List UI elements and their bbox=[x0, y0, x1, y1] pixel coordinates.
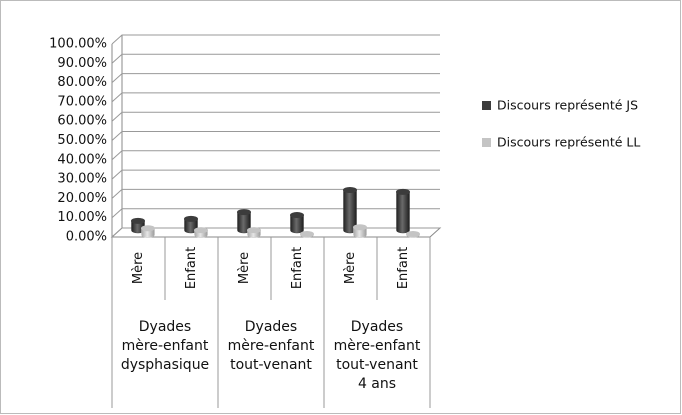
x-tick-label: Mère bbox=[343, 252, 358, 284]
cylinder bbox=[237, 209, 251, 234]
grid-line bbox=[111, 169, 440, 180]
group-label: Dyades bbox=[351, 319, 403, 335]
grid-line bbox=[111, 73, 440, 83]
cylinder bbox=[406, 231, 420, 238]
y-tick-label: 100.00% bbox=[49, 37, 107, 52]
group-label: tout-venant bbox=[336, 357, 418, 373]
grid-line bbox=[111, 111, 440, 122]
x-tick-label: Enfant bbox=[290, 247, 305, 289]
grid-line bbox=[111, 34, 440, 45]
y-tick-label: 60.00% bbox=[57, 114, 107, 129]
grid-line bbox=[111, 208, 440, 219]
group-label: dysphasique bbox=[121, 357, 209, 373]
cylinder bbox=[290, 212, 304, 234]
cylinder bbox=[141, 225, 155, 238]
grid-line bbox=[111, 53, 440, 64]
y-tick-label: 90.00% bbox=[57, 56, 107, 71]
group-label: mère-enfant bbox=[228, 338, 315, 354]
y-tick-label: 40.00% bbox=[57, 152, 107, 167]
y-tick-label: 20.00% bbox=[57, 191, 107, 206]
group-label: mère-enfant bbox=[334, 338, 421, 354]
y-tick-label: 30.00% bbox=[57, 172, 107, 187]
cylinder-top bbox=[290, 212, 304, 219]
y-tick-label: 70.00% bbox=[57, 94, 107, 109]
cylinder bbox=[396, 188, 410, 234]
cylinder bbox=[300, 231, 314, 238]
cylinder-body bbox=[290, 214, 304, 234]
y-tick-label: 0.00% bbox=[66, 230, 107, 245]
cylinder-body bbox=[396, 191, 410, 234]
group-label: Dyades bbox=[139, 319, 191, 335]
x-tick-label: Mère bbox=[131, 252, 146, 284]
cylinder-top bbox=[353, 224, 367, 231]
cylinder-top bbox=[406, 231, 420, 238]
cylinder bbox=[194, 227, 208, 238]
cylinder bbox=[247, 227, 261, 238]
grid-line bbox=[111, 150, 440, 161]
cylinder-top bbox=[396, 188, 410, 195]
cylinder bbox=[353, 224, 367, 238]
x-tick-label: Mère bbox=[237, 252, 252, 284]
grid-line bbox=[111, 131, 440, 141]
cylinder-top bbox=[247, 227, 261, 234]
cylinder-top bbox=[184, 215, 198, 222]
grid-line bbox=[111, 227, 440, 238]
legend-swatch bbox=[482, 101, 491, 110]
cylinder-top bbox=[194, 227, 208, 234]
x-tick-label: Enfant bbox=[396, 247, 411, 289]
cylinder-top bbox=[131, 217, 145, 224]
cylinder-top bbox=[237, 209, 251, 216]
cylinder-top bbox=[300, 231, 314, 238]
group-label: tout-venant bbox=[230, 357, 312, 373]
y-tick-label: 10.00% bbox=[57, 210, 107, 225]
legend-label: Discours représenté JS bbox=[497, 98, 638, 113]
cylinder bbox=[343, 186, 357, 234]
y-tick-label: 80.00% bbox=[57, 75, 107, 90]
legend-swatch bbox=[482, 138, 491, 147]
y-tick-label: 50.00% bbox=[57, 133, 107, 148]
cylinder-top bbox=[141, 225, 155, 232]
group-label: mère-enfant bbox=[122, 338, 209, 354]
group-label: 4 ans bbox=[358, 376, 396, 392]
grid-line bbox=[111, 188, 440, 199]
x-tick-label: Enfant bbox=[184, 247, 199, 289]
grid-line bbox=[111, 92, 440, 103]
cylinder-top bbox=[343, 186, 357, 193]
legend-label: Discours représenté LL bbox=[497, 135, 640, 150]
group-label: Dyades bbox=[245, 319, 297, 335]
